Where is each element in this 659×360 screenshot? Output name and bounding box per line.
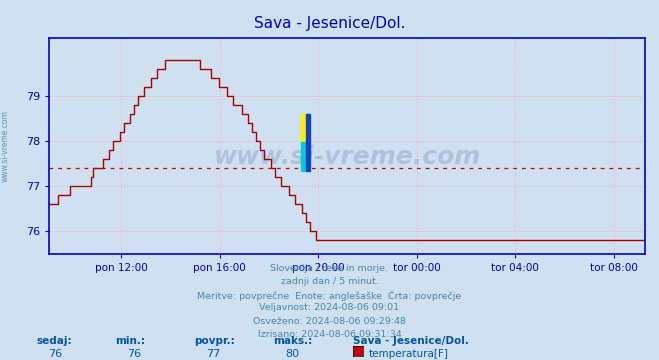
Text: Sava - Jesenice/Dol.: Sava - Jesenice/Dol.	[254, 16, 405, 31]
Text: Veljavnost: 2024-08-06 09:01: Veljavnost: 2024-08-06 09:01	[260, 303, 399, 312]
Text: Izrisano: 2024-08-06 09:31:34: Izrisano: 2024-08-06 09:31:34	[258, 330, 401, 339]
Bar	[306, 114, 310, 171]
Text: sedaj:: sedaj:	[36, 336, 72, 346]
Text: 76: 76	[47, 349, 62, 359]
Text: povpr.:: povpr.:	[194, 336, 235, 346]
Text: Osveženo: 2024-08-06 09:29:48: Osveženo: 2024-08-06 09:29:48	[253, 317, 406, 326]
Text: maks.:: maks.:	[273, 336, 313, 346]
Text: 77: 77	[206, 349, 220, 359]
Text: 76: 76	[127, 349, 141, 359]
Bar	[301, 114, 306, 143]
Text: min.:: min.:	[115, 336, 146, 346]
Text: 80: 80	[285, 349, 299, 359]
Bar	[301, 143, 306, 171]
Text: Slovenija / reke in morje.: Slovenija / reke in morje.	[270, 264, 389, 273]
Text: www.si-vreme.com: www.si-vreme.com	[214, 145, 480, 168]
Text: temperatura[F]: temperatura[F]	[369, 349, 449, 359]
Text: Sava - Jesenice/Dol.: Sava - Jesenice/Dol.	[353, 336, 469, 346]
Text: Meritve: povprečne  Enote: anglešaške  Črta: povprečje: Meritve: povprečne Enote: anglešaške Črt…	[198, 290, 461, 301]
Text: www.si-vreme.com: www.si-vreme.com	[1, 110, 10, 182]
Text: zadnji dan / 5 minut.: zadnji dan / 5 minut.	[281, 277, 378, 286]
